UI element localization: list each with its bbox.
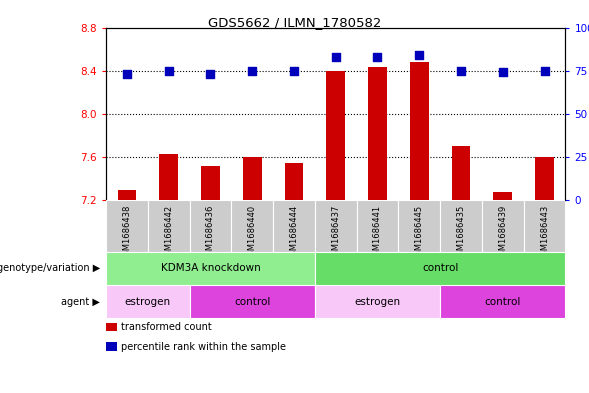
Point (247, 68, 257, 74)
Bar (535, 157, 554, 200)
Text: GSM1686442: GSM1686442 (164, 204, 173, 261)
Bar (398, 200, 440, 252)
Bar (315, 200, 356, 252)
Bar (452, 146, 471, 200)
Text: KDM3A knockdown: KDM3A knockdown (161, 263, 260, 273)
Bar (106, 200, 148, 252)
Point (122, 71, 131, 77)
Point (206, 71, 215, 77)
Text: GSM1686437: GSM1686437 (331, 204, 340, 261)
Text: control: control (485, 297, 521, 307)
Bar (482, 200, 524, 252)
Text: control: control (234, 297, 270, 307)
Bar (440, 285, 565, 318)
Text: agent ▶: agent ▶ (61, 297, 100, 307)
Bar (159, 154, 178, 200)
Bar (326, 71, 345, 200)
Text: GSM1686443: GSM1686443 (540, 204, 549, 261)
Text: control: control (422, 263, 458, 273)
Text: GSM1686438: GSM1686438 (123, 204, 131, 261)
Text: GSM1686445: GSM1686445 (415, 204, 423, 261)
Bar (315, 285, 440, 318)
Point (540, 68, 550, 74)
Text: estrogen: estrogen (355, 297, 401, 307)
Bar (356, 200, 398, 252)
Point (289, 68, 299, 74)
Text: estrogen: estrogen (125, 297, 171, 307)
Point (456, 68, 466, 74)
Bar (117, 189, 136, 200)
Text: GSM1686440: GSM1686440 (248, 204, 257, 261)
Bar (231, 200, 273, 252)
Bar (190, 285, 315, 318)
Point (373, 54, 382, 60)
Bar (524, 200, 565, 252)
Bar (410, 62, 429, 200)
Bar (494, 192, 512, 200)
Point (415, 52, 424, 58)
Text: GSM1686444: GSM1686444 (289, 204, 299, 261)
Bar (106, 285, 190, 318)
Bar (273, 200, 315, 252)
Text: GSM1686435: GSM1686435 (456, 204, 465, 261)
Point (331, 54, 340, 60)
Bar (440, 200, 482, 252)
Bar (148, 200, 190, 252)
Point (164, 68, 173, 74)
Text: GSM1686436: GSM1686436 (206, 204, 215, 261)
Bar (201, 166, 220, 200)
Point (498, 69, 508, 75)
Text: percentile rank within the sample: percentile rank within the sample (121, 342, 286, 352)
Bar (368, 68, 387, 200)
Text: GSM1686441: GSM1686441 (373, 204, 382, 261)
Text: GSM1686439: GSM1686439 (498, 204, 507, 261)
Bar (190, 200, 231, 252)
Text: genotype/variation ▶: genotype/variation ▶ (0, 263, 100, 273)
Text: GDS5662 / ILMN_1780582: GDS5662 / ILMN_1780582 (208, 16, 381, 29)
Bar (106, 252, 315, 285)
Bar (315, 252, 565, 285)
Bar (243, 157, 262, 200)
Text: transformed count: transformed count (121, 322, 211, 332)
Bar (284, 163, 303, 200)
